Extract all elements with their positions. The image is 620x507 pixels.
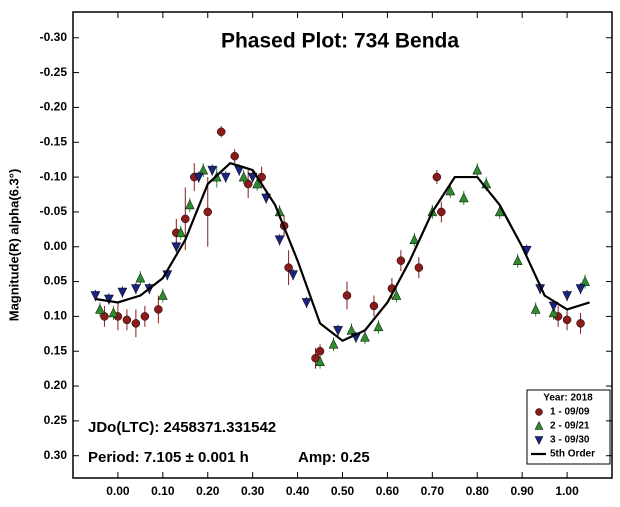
legend-label: 5th Order <box>550 449 595 460</box>
data-point <box>175 227 186 238</box>
data-point <box>154 305 163 314</box>
x-tick-label: 0.80 <box>466 484 490 498</box>
data-point <box>562 315 572 325</box>
x-tick-label: 0.70 <box>421 484 445 498</box>
data-point <box>432 172 442 182</box>
data-point <box>391 289 402 300</box>
data-point <box>288 270 298 281</box>
data-point <box>360 331 370 342</box>
x-tick-label: 1.00 <box>555 484 579 498</box>
data-point <box>414 263 424 272</box>
y-tick-label: 0.15 <box>44 343 68 357</box>
data-point <box>458 192 469 203</box>
data-point <box>437 207 446 217</box>
y-tick-label: 0.00 <box>44 239 68 253</box>
data-point <box>95 303 105 314</box>
data-point <box>90 291 101 302</box>
annotation: Period: 7.105 ± 0.001 h <box>88 449 249 466</box>
data-point <box>117 287 128 298</box>
data-point <box>230 151 239 161</box>
data-point <box>315 346 325 356</box>
data-point <box>207 165 218 176</box>
data-point <box>562 291 572 302</box>
data-point <box>472 164 483 175</box>
chart-title: Phased Plot: 734 Benda <box>221 30 459 53</box>
x-tick-label: 0.30 <box>241 484 265 498</box>
legend-swatch <box>534 420 544 430</box>
y-tick-label: -0.10 <box>40 169 68 183</box>
data-point <box>512 255 523 265</box>
legend-title: Year: 2018 <box>543 393 593 404</box>
fit-line <box>95 161 590 343</box>
y-tick-label: -0.05 <box>40 204 68 218</box>
data-point <box>181 214 190 224</box>
data-point <box>548 307 559 318</box>
data-point <box>171 242 182 253</box>
data-point <box>315 356 325 366</box>
data-point <box>131 319 141 328</box>
y-tick-label: 0.05 <box>44 274 68 288</box>
data-point <box>130 284 141 295</box>
y-tick-label: -0.20 <box>40 100 68 114</box>
data-point <box>576 319 585 328</box>
data-point <box>157 289 168 300</box>
data-point <box>284 263 293 272</box>
legend-label: 2 - 09/21 <box>550 421 590 432</box>
data-point <box>342 291 352 300</box>
annotation: Amp: 0.25 <box>298 449 370 466</box>
data-point <box>328 338 339 349</box>
x-tick-label: 0.40 <box>286 484 310 498</box>
data-point <box>238 171 249 182</box>
data-point <box>108 307 119 318</box>
data-point <box>203 207 212 217</box>
x-tick-label: 0.50 <box>331 484 355 498</box>
y-tick-label: 0.30 <box>44 448 68 462</box>
data-point <box>409 234 420 245</box>
data-point <box>198 164 209 175</box>
legend-swatch <box>534 436 544 446</box>
legend-label: 1 - 09/09 <box>550 407 590 418</box>
data-point <box>530 303 541 314</box>
data-point <box>580 276 590 286</box>
y-tick-label: 0.10 <box>44 309 68 323</box>
data-point <box>216 127 226 137</box>
y-tick-label: 0.20 <box>44 378 68 392</box>
data-point <box>140 312 150 321</box>
data-point <box>274 235 285 246</box>
data-point <box>333 326 343 336</box>
data-point <box>301 298 312 309</box>
data-point <box>369 301 379 311</box>
data-point <box>396 256 406 265</box>
data-point <box>220 172 231 183</box>
x-tick-label: 0.60 <box>376 484 400 498</box>
x-tick-label: 0.20 <box>196 484 220 498</box>
y-tick-label: -0.15 <box>40 134 68 148</box>
data-point <box>122 315 132 325</box>
x-tick-label: 0.00 <box>106 484 130 498</box>
data-point <box>346 324 357 335</box>
x-tick-label: 0.90 <box>510 484 534 498</box>
annotation: JDo(LTC): 2458371.331542 <box>88 419 276 436</box>
data-point <box>575 284 586 295</box>
y-axis-label: Magnitude(R) alpha(6.3°) <box>6 169 21 322</box>
data-point <box>445 185 456 196</box>
y-tick-label: -0.25 <box>40 65 68 79</box>
data-point <box>135 272 146 283</box>
data-point <box>373 321 384 332</box>
data-point <box>184 199 195 210</box>
x-tick-label: 0.10 <box>151 484 175 498</box>
data-point <box>104 294 114 305</box>
legend-label: 3 - 09/30 <box>550 435 590 446</box>
legend-swatch <box>535 408 543 416</box>
y-tick-label: -0.30 <box>40 30 68 44</box>
data-point <box>252 178 263 189</box>
y-tick-label: 0.25 <box>44 413 68 427</box>
data-point <box>193 172 204 183</box>
